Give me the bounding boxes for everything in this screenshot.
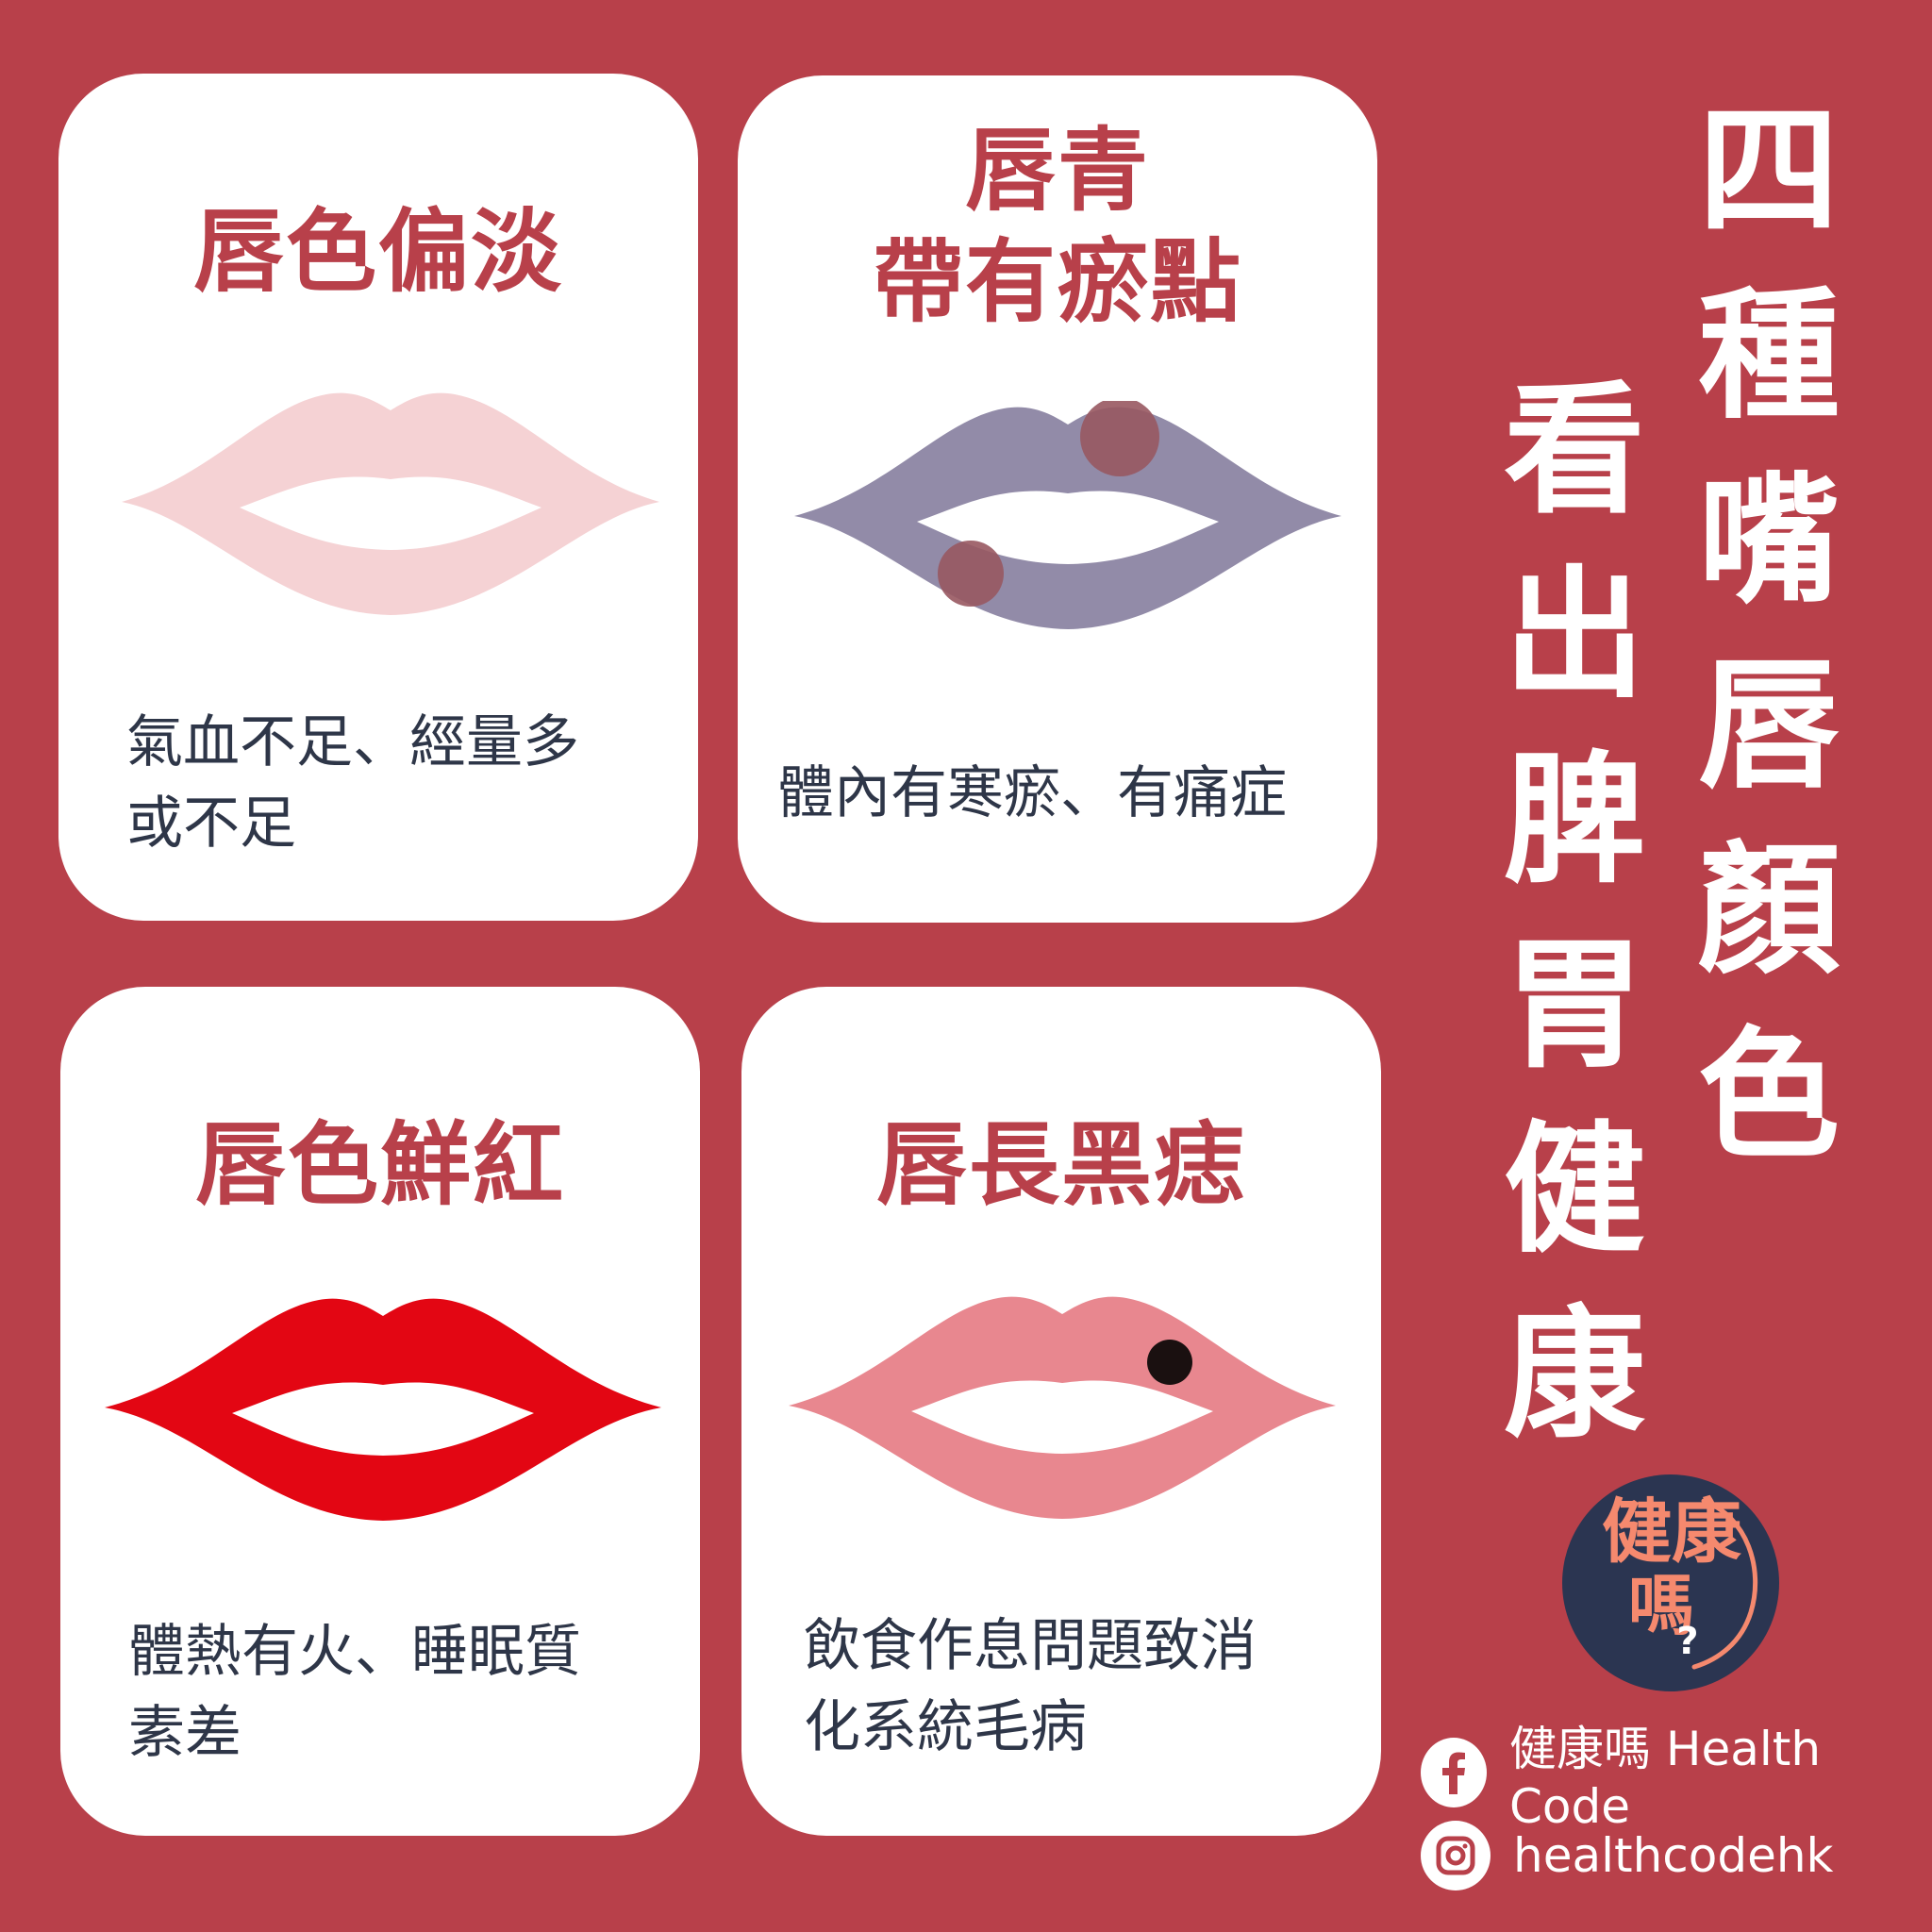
card-bright-red-lips: 唇色鮮紅 體熱有火、睡眠質 素差 [60, 987, 700, 1836]
card-description-line: 或不足 [126, 791, 296, 857]
card-description: 體內有寒瘀、有痛症 [777, 753, 1287, 834]
bluish-lips-shape [794, 407, 1341, 629]
card-title-line: 唇色鮮紅 [195, 1112, 565, 1218]
bruise-spot [938, 541, 1004, 607]
card-description-line: 素差 [128, 1700, 242, 1766]
logo-text-line1: 健康 [1602, 1491, 1741, 1573]
headline-char: 唇 [1697, 644, 1840, 808]
headline-char: 色 [1697, 1014, 1840, 1178]
headline-char: 健 [1503, 1108, 1645, 1273]
instagram-handle[interactable]: healthcodehk [1513, 1828, 1834, 1883]
card-title-line: 唇長黑痣 [876, 1112, 1246, 1218]
logo-ring-icon [1691, 1498, 1758, 1670]
card-description-line: 飲食作息問題致消 [804, 1613, 1257, 1679]
card-pale-lips: 唇色偏淡 氣血不足、經量多 或不足 [58, 74, 698, 921]
brand-logo [1562, 1474, 1779, 1691]
logo-text-line2: 嗎 [1628, 1567, 1694, 1644]
card-description-line: 體熱有火、睡眠質 [128, 1619, 581, 1685]
pale-lips-illustration [122, 392, 659, 615]
headline-char: 嘴 [1697, 459, 1840, 624]
bruise-spot [1080, 401, 1159, 476]
headline-char: 看 [1503, 369, 1645, 533]
facebook-icon[interactable] [1421, 1738, 1487, 1807]
card-title-line: 帶有瘀點 [873, 229, 1242, 335]
card-title: 唇長黑痣 [741, 1109, 1381, 1221]
headline-char: 顏 [1697, 829, 1840, 993]
facebook-row[interactable]: 健康嗎 Health Code [1421, 1711, 1932, 1834]
facebook-page-name[interactable]: 健康嗎 Health Code [1508, 1722, 1822, 1834]
card-mole-lips: 唇長黑痣 飲食作息問題致消 化系統毛病 [741, 987, 1381, 1836]
headline-char: 種 [1697, 275, 1840, 439]
card-description-line: 化系統毛病 [804, 1694, 1087, 1760]
card-description: 飲食作息問題致消 化系統毛病 [804, 1606, 1257, 1768]
mole-lips-illustration [789, 1296, 1336, 1519]
card-title-line: 唇色偏淡 [193, 199, 563, 305]
headline-column-2: 看 出 脾 胃 健 康 [1494, 358, 1655, 1468]
card-title-line: 唇青 [965, 118, 1150, 224]
headline-char: 四 [1697, 90, 1840, 254]
headline-column-1: 四 種 嘴 唇 顏 色 [1689, 79, 1849, 1189]
card-description: 體熱有火、睡眠質 素差 [128, 1611, 581, 1774]
pale-lips-shape [122, 392, 659, 615]
headline-char: 脾 [1503, 739, 1645, 903]
card-title: 唇色鮮紅 [60, 1109, 700, 1221]
headline-char: 出 [1503, 554, 1645, 718]
headline-char: 康 [1503, 1293, 1645, 1457]
card-title: 唇色偏淡 [58, 196, 698, 308]
card-description: 氣血不足、經量多 或不足 [126, 702, 579, 864]
headline-char: 胃 [1503, 924, 1645, 1088]
mole-dot [1147, 1340, 1192, 1385]
instagram-icon[interactable] [1421, 1821, 1491, 1890]
red-lips-shape [105, 1298, 661, 1521]
card-description-line: 氣血不足、經量多 [126, 709, 579, 775]
red-lips-illustration [105, 1298, 661, 1521]
card-bluish-lips: 唇青 帶有瘀點 體內有寒瘀、有痛症 [738, 75, 1377, 923]
bluish-lips-illustration [794, 401, 1341, 629]
card-title: 唇青 帶有瘀點 [738, 115, 1377, 338]
logo-question-mark: ? [1676, 1620, 1699, 1663]
pink-lips-shape [789, 1296, 1336, 1519]
instagram-row[interactable]: healthcodehk [1421, 1821, 1834, 1890]
card-description-line: 體內有寒瘀、有痛症 [777, 760, 1287, 826]
